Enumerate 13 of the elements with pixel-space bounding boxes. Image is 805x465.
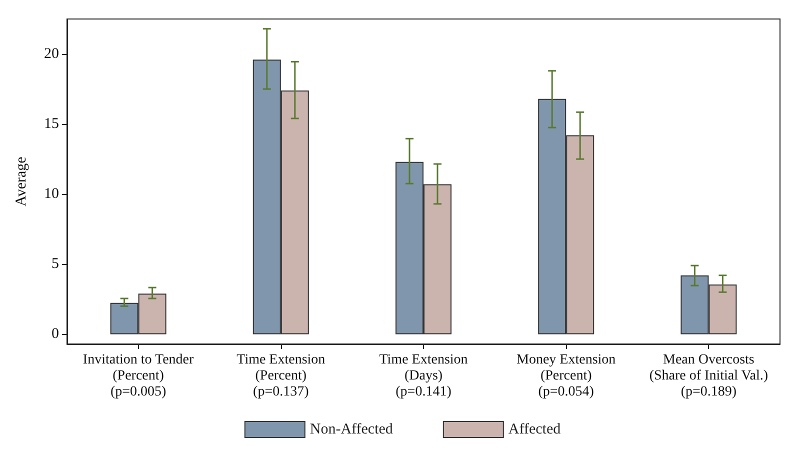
x-tick-label: Money Extension (Percent) (p=0.054) [516,352,616,400]
y-tick-label: 5 [52,256,59,272]
y-tick-label: 10 [44,186,59,202]
x-tick-label: Time Extension (Days) (p=0.141) [379,352,468,400]
x-tick-label: Mean Overcosts (Share of Initial Val.) (p=0.189) [649,352,768,400]
y-axis-title: Average [14,156,30,206]
legend-label: Non-Affected [310,422,394,438]
y-tick-label: 0 [52,326,59,342]
y-tick-label: 15 [44,116,59,132]
x-tick-label: Time Extension (Percent) (p=0.137) [236,352,326,400]
y-tick-label: 20 [44,46,59,62]
legend-label: Affected [508,422,562,438]
x-tick-label: Invitation to Tender (Percent) (p=0.005) [82,352,194,400]
